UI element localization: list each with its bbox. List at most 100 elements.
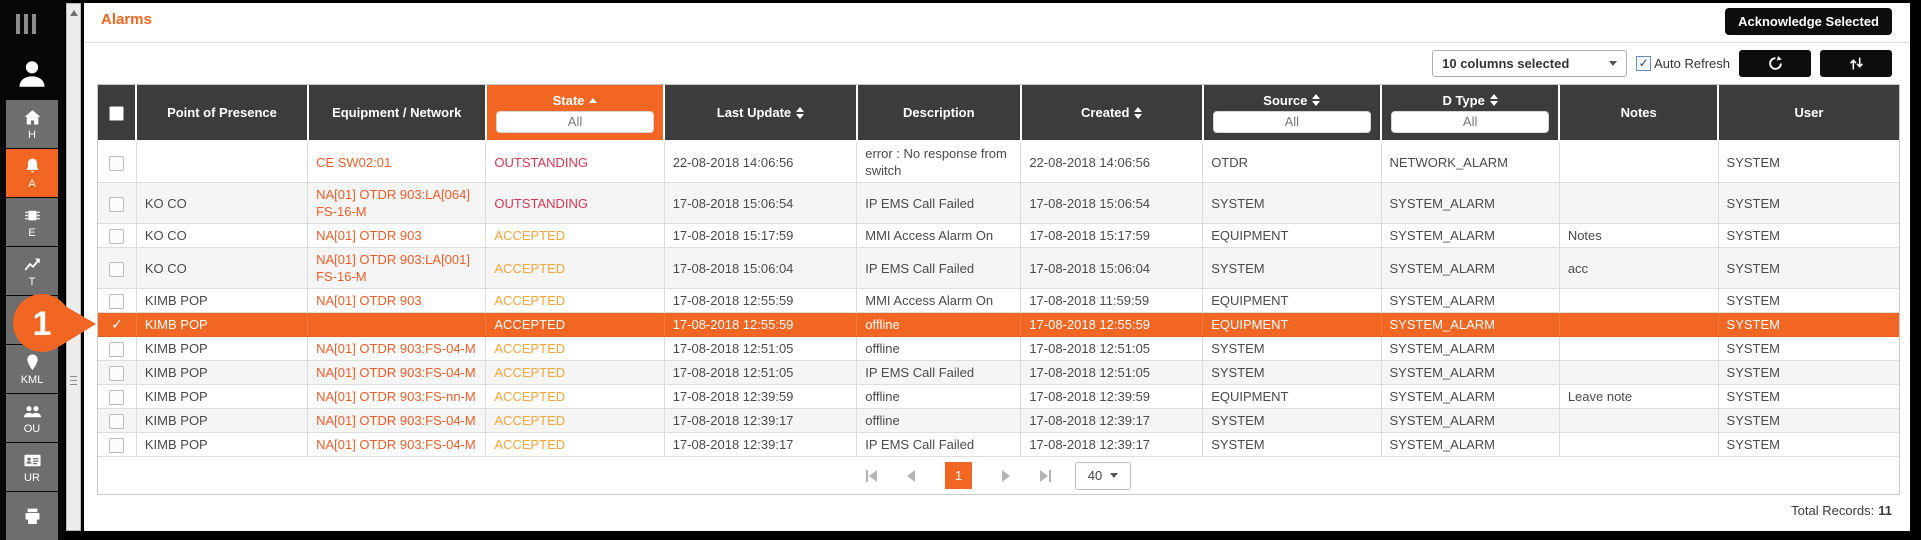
cell-equipment[interactable]: CE SW02:01	[307, 141, 487, 183]
cell-equipment[interactable]: NA[01] OTDR 903:FS-04-M	[307, 432, 487, 458]
sidebar-item-ou[interactable]: OU	[6, 394, 58, 442]
table-row[interactable]: KIMB POP NA[01] OTDR 903 ACCEPTED 17-08-201…	[98, 288, 1899, 314]
table-row[interactable]: KIMB POP NA[01] OTDR 903:FS-04-M ACCEPTED 1…	[98, 360, 1899, 386]
user-avatar-icon[interactable]	[15, 56, 49, 92]
page-size-value: 40	[1087, 468, 1103, 484]
cell-equipment[interactable]: NA[01] OTDR 903:FS-04-M	[307, 408, 487, 434]
table-row[interactable]: KIMB POP NA[01] OTDR 903:FS-04-M ACCEPTED 1…	[98, 432, 1899, 458]
prev-page-button[interactable]	[907, 469, 915, 482]
sidebar-item-alarms[interactable]: A	[6, 149, 58, 197]
cell-equipment[interactable]: NA[01] OTDR 903	[307, 288, 487, 314]
sort-order-button[interactable]	[1820, 50, 1892, 77]
last-page-button[interactable]	[1040, 469, 1051, 482]
table-row[interactable]: CE SW02:01 OUTSTANDING 22-08-2018 14:06:56…	[98, 141, 1899, 183]
column-header-created[interactable]: Created	[1020, 85, 1204, 142]
menu-icon[interactable]	[16, 14, 36, 34]
sort-asc-icon	[589, 97, 598, 103]
cell-pop: KIMB POP	[136, 312, 309, 338]
row-checkbox[interactable]	[109, 229, 125, 245]
refresh-button[interactable]	[1739, 50, 1811, 77]
filter-input-d_type[interactable]	[1391, 110, 1550, 133]
table-row[interactable]: KIMB POP NA[01] OTDR 903:FS-04-M ACCEPTED 1…	[98, 408, 1899, 434]
cell-last_update: 17-08-2018 12:51:05	[664, 336, 858, 362]
id-card-icon	[22, 450, 43, 472]
row-checkbox[interactable]	[109, 414, 125, 430]
cell-source: SYSTEM	[1202, 432, 1382, 458]
cell-notes	[1559, 432, 1719, 458]
column-header-pop[interactable]: Point of Presence	[136, 85, 309, 142]
column-header-equipment[interactable]: Equipment / Network	[307, 85, 487, 142]
column-header-notes[interactable]: Notes	[1559, 85, 1720, 142]
cell-d_type: NETWORK_ALARM	[1381, 141, 1560, 183]
select-all-checkbox[interactable]	[109, 105, 125, 121]
cell-equipment[interactable]: NA[01] OTDR 903:LA[001] FS-16-M	[307, 247, 487, 290]
sidebar-item-home[interactable]: H	[6, 100, 58, 148]
row-checkbox[interactable]	[109, 294, 125, 310]
row-checkbox[interactable]	[109, 390, 125, 406]
table-row[interactable]: KO CO NA[01] OTDR 903 ACCEPTED 17-08-2018 1…	[98, 223, 1899, 249]
sidebar-item-more[interactable]	[6, 492, 58, 540]
cell-state: ACCEPTED	[485, 408, 665, 434]
row-checkbox[interactable]	[109, 438, 125, 454]
table-controls: 10 columns selected ✓ Auto Refresh	[1432, 50, 1892, 77]
cell-created: 17-08-2018 12:39:59	[1020, 384, 1204, 410]
table-row[interactable]: KIMB POP NA[01] OTDR 903:FS-04-M ACCEPTED 1…	[98, 336, 1899, 362]
page-size-select[interactable]: 40	[1075, 461, 1131, 490]
up-down-arrows-icon	[1849, 57, 1863, 70]
cell-pop: KIMB POP	[136, 432, 309, 458]
sidebar-item-label: T	[28, 275, 36, 288]
column-header-user[interactable]: User	[1718, 85, 1899, 142]
table-row[interactable]: KIMB POP NA[01] OTDR 903:FS-nn-M ACCEPTED 1…	[98, 384, 1899, 410]
cell-state: OUTSTANDING	[485, 141, 665, 183]
cell-equipment[interactable]: NA[01] OTDR 903	[307, 223, 487, 249]
panel-splitter[interactable]	[66, 3, 81, 531]
people-icon	[22, 401, 43, 423]
sidebar-item-ur[interactable]: UR	[6, 443, 58, 491]
pin-icon	[22, 352, 43, 374]
column-header-d_type[interactable]: D Type	[1381, 85, 1561, 142]
cell-notes	[1559, 360, 1719, 386]
column-header-last_update[interactable]: Last Update	[664, 85, 858, 142]
next-page-button[interactable]	[1002, 469, 1010, 482]
sidebar-item-trends[interactable]: T	[6, 247, 58, 295]
table-row[interactable]: ✓ KIMB POP ACCEPTED 17-08-2018 12:55:59 offl…	[98, 312, 1899, 338]
cell-source: SYSTEM	[1202, 336, 1382, 362]
row-checkbox[interactable]	[109, 342, 125, 358]
column-label: Point of Presence	[167, 105, 277, 120]
sidebar-item-kml[interactable]: KML	[6, 345, 58, 393]
column-header-description[interactable]: Description	[856, 85, 1022, 142]
cell-equipment[interactable]: NA[01] OTDR 903:FS-04-M	[307, 336, 487, 362]
column-header-state[interactable]: State	[485, 85, 666, 142]
cell-equipment[interactable]: NA[01] OTDR 903:FS-nn-M	[307, 384, 487, 410]
cell-last_update: 22-08-2018 14:06:56	[664, 141, 858, 183]
current-page-button[interactable]: 1	[945, 462, 972, 490]
cell-equipment[interactable]: NA[01] OTDR 903:LA[064] FS-16-M	[307, 182, 487, 224]
splitter-grip-icon[interactable]	[70, 376, 77, 388]
collapse-arrow-icon[interactable]	[70, 10, 78, 16]
acknowledge-selected-button[interactable]: Acknowledge Selected	[1725, 8, 1892, 35]
auto-refresh-checkbox[interactable]: ✓	[1636, 56, 1652, 71]
cell-d_type: SYSTEM_ALARM	[1381, 360, 1560, 386]
sidebar-item-equipment[interactable]: E	[6, 198, 58, 246]
first-page-button[interactable]	[866, 469, 877, 482]
row-checkbox[interactable]	[109, 155, 125, 171]
cell-select	[98, 141, 137, 183]
row-checkbox[interactable]	[109, 366, 125, 382]
cell-d_type: SYSTEM_ALARM	[1381, 384, 1560, 410]
cell-description: IP EMS Call Failed	[856, 182, 1022, 224]
filter-input-source[interactable]	[1212, 110, 1371, 133]
column-header-source[interactable]: Source	[1202, 85, 1383, 142]
row-checkbox[interactable]	[109, 261, 125, 277]
table-row[interactable]: KO CO NA[01] OTDR 903:LA[064] FS-16-M OUTS…	[98, 182, 1899, 224]
row-checkbox-checked[interactable]: ✓	[111, 316, 123, 333]
cell-select: ✓	[98, 312, 137, 338]
row-checkbox[interactable]	[109, 196, 125, 212]
cell-pop: KO CO	[136, 247, 309, 290]
cell-equipment[interactable]: NA[01] OTDR 903:FS-04-M	[307, 360, 487, 386]
cell-description: IP EMS Call Failed	[856, 247, 1022, 290]
cell-created: 17-08-2018 12:55:59	[1020, 312, 1204, 338]
sidebar-item-label: H	[28, 128, 36, 141]
table-row[interactable]: KO CO NA[01] OTDR 903:LA[001] FS-16-M ACCE…	[98, 247, 1899, 290]
columns-select[interactable]: 10 columns selected	[1432, 50, 1628, 77]
filter-input-state[interactable]	[495, 110, 655, 133]
